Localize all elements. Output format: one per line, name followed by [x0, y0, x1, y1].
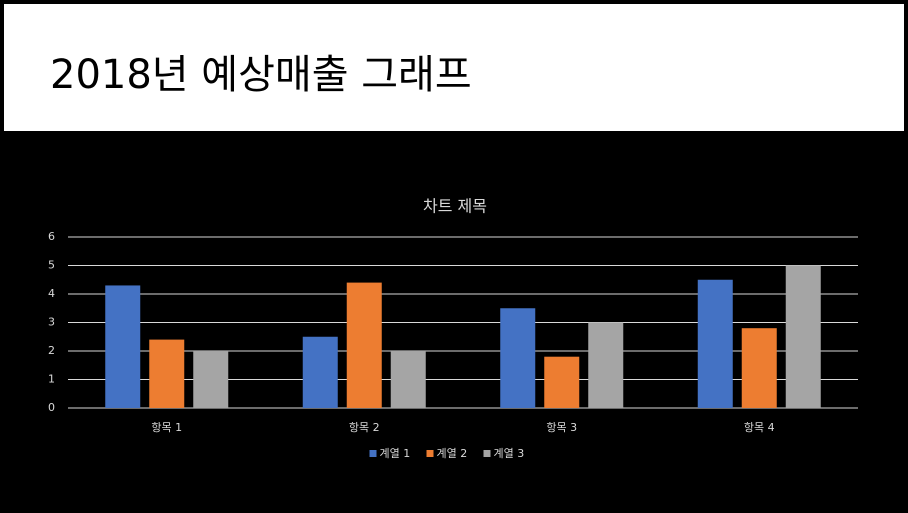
y-tick-label: 6 — [48, 230, 55, 243]
legend-swatch — [426, 450, 434, 457]
y-tick-label: 1 — [48, 373, 55, 386]
x-tick-label: 항목 4 — [744, 421, 775, 434]
y-tick-label: 3 — [48, 316, 55, 329]
bar — [193, 351, 229, 408]
y-tick-label: 5 — [48, 259, 55, 272]
bar — [390, 351, 426, 408]
slide-header: 2018년 예상매출 그래프 — [4, 4, 904, 131]
bar — [741, 328, 777, 408]
bar — [588, 322, 624, 408]
y-tick-label: 2 — [48, 344, 55, 357]
chart-title: 차트 제목 — [423, 197, 487, 216]
legend-swatch — [483, 450, 491, 457]
x-tick-label: 항목 3 — [546, 421, 577, 434]
legend-label: 계열 1 — [380, 447, 411, 460]
bar — [697, 279, 733, 408]
bar — [500, 308, 536, 408]
x-tick-label: 항목 1 — [151, 421, 182, 434]
x-tick-label: 항목 2 — [349, 421, 380, 434]
bar — [346, 282, 382, 408]
y-tick-label: 0 — [48, 401, 55, 414]
legend-label: 계열 3 — [494, 447, 525, 460]
bar — [302, 336, 338, 408]
bar — [544, 356, 580, 408]
y-tick-label: 4 — [48, 287, 55, 300]
bar — [105, 285, 141, 408]
bar — [149, 339, 185, 408]
legend-label: 계열 2 — [437, 447, 468, 460]
legend-swatch — [369, 450, 377, 457]
slide-title: 2018년 예상매출 그래프 — [50, 52, 472, 98]
bar — [785, 265, 821, 408]
